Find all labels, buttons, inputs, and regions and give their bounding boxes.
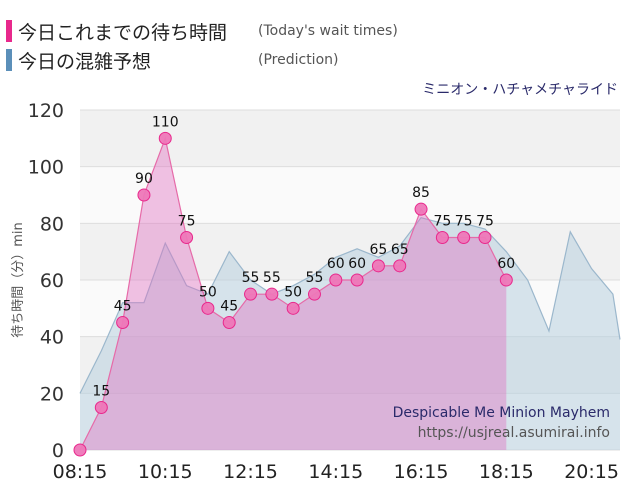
y-tick-label: 20 (40, 383, 64, 405)
today-data-label: 50 (284, 284, 302, 300)
x-tick-label: 12:15 (223, 461, 278, 483)
y-tick-label: 80 (40, 213, 64, 235)
attraction-english-name: Despicable Me Minion Mayhem (393, 405, 610, 421)
x-tick-label: 16:15 (394, 461, 449, 483)
today-data-label: 60 (348, 256, 366, 272)
today-data-label: 75 (433, 214, 451, 230)
today-point (350, 273, 364, 287)
today-point (414, 202, 428, 216)
legend-swatch-today (6, 20, 12, 42)
y-tick-label: 120 (28, 100, 64, 122)
prediction-line (79, 216, 621, 394)
today-point (244, 287, 258, 301)
prediction-area (79, 216, 621, 450)
today-point (180, 231, 194, 244)
today-data-label: 85 (412, 185, 430, 201)
legend-item-prediction: 今日の混雑予想 (Prediction) (6, 47, 338, 73)
today-data-label: 45 (114, 299, 132, 315)
today-data-label: 75 (178, 214, 196, 230)
today-point (307, 287, 321, 301)
today-data-label: 55 (306, 270, 324, 286)
today-point (116, 316, 130, 329)
y-tick-label: 40 (40, 327, 64, 349)
today-data-label: 75 (476, 214, 494, 230)
x-tick-label: 18:15 (479, 461, 534, 483)
today-data-label: 75 (455, 214, 473, 230)
today-point (457, 231, 471, 244)
today-data-label: 65 (391, 242, 409, 258)
y-tick-label: 0 (52, 440, 64, 462)
today-points (73, 131, 513, 457)
today-data-label: 65 (370, 242, 388, 258)
y-axis-label: 待ち時間（分）min (11, 222, 26, 338)
x-tick-label: 10:15 (138, 461, 193, 483)
legend-item-today: 今日これまでの待ち時間 (Today's wait times) (6, 18, 398, 44)
x-tick-label: 20:15 (564, 461, 619, 483)
legend-swatch-prediction (6, 49, 12, 71)
today-point (499, 273, 513, 287)
today-point (286, 301, 300, 315)
today-point (371, 259, 385, 273)
prediction-fill (80, 217, 620, 450)
today-point (222, 316, 236, 329)
source-url: https://usjreal.asumirai.info (418, 425, 610, 441)
today-data-label: 45 (220, 299, 238, 315)
y-tick-label: 60 (40, 270, 64, 292)
chart-title: ミニオン・ハチャメチャライド (422, 82, 618, 98)
legend-label-today: 今日これまでの待ち時間 (18, 21, 228, 44)
today-data-label: 90 (135, 171, 153, 187)
today-fill (80, 138, 507, 451)
today-point (137, 188, 151, 202)
today-point (393, 259, 407, 273)
today-point (158, 131, 172, 145)
today-data-label: 15 (92, 384, 110, 400)
plot-band (80, 166, 620, 224)
today-point (478, 231, 492, 244)
today-point (201, 301, 215, 315)
today-point (94, 401, 108, 414)
today-data-label: 60 (497, 256, 515, 272)
today-data-label: 50 (199, 284, 217, 300)
legend-sub-today: (Today's wait times) (258, 23, 398, 39)
x-tick-label: 14:15 (308, 461, 363, 483)
today-data-label: 55 (242, 270, 260, 286)
today-point (329, 273, 343, 287)
today-data-label: 110 (152, 114, 179, 130)
today-point (435, 231, 449, 244)
today-point (265, 287, 279, 301)
x-axis: 08:15 10:15 12:15 14:15 16:15 18:15 20:15 (53, 461, 619, 483)
legend-label-prediction: 今日の混雑予想 (18, 50, 152, 73)
y-axis: 0 20 40 60 80 100 120 (28, 100, 64, 462)
today-data-label: 60 (327, 256, 345, 272)
x-tick-label: 08:15 (53, 461, 108, 483)
y-tick-label: 100 (28, 157, 64, 179)
today-point (73, 443, 87, 457)
legend-sub-prediction: (Prediction) (258, 52, 339, 68)
today-data-label: 55 (263, 270, 281, 286)
